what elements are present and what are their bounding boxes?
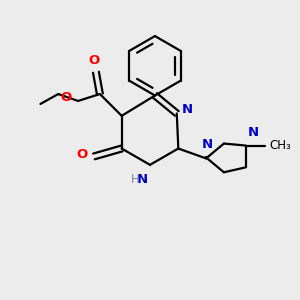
Text: O: O <box>88 54 100 67</box>
Text: O: O <box>77 148 88 161</box>
Text: O: O <box>60 92 71 104</box>
Text: N: N <box>248 126 259 139</box>
Text: N: N <box>137 173 148 186</box>
Text: N: N <box>202 139 213 152</box>
Text: H: H <box>131 173 140 186</box>
Text: N: N <box>182 103 193 116</box>
Text: CH₃: CH₃ <box>269 139 291 152</box>
